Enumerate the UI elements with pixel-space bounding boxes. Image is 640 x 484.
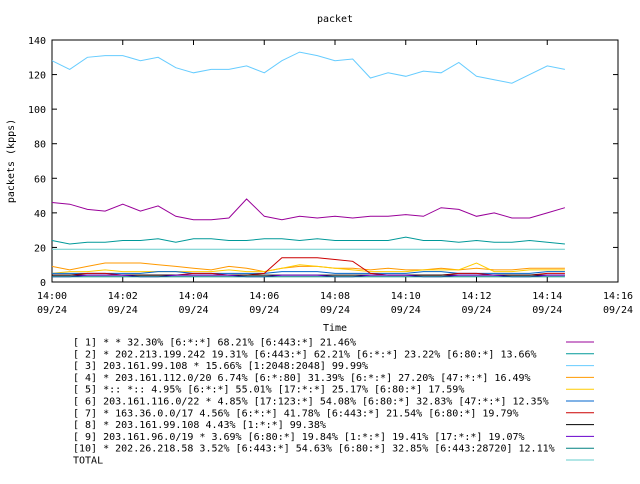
- x-tick-time-label: 14:16: [603, 291, 633, 302]
- x-tick-date-label: 09/24: [249, 305, 279, 316]
- legend-entry-label: [ 7] * 163.36.0.0/17 4.56% [6:*:*] 41.78…: [73, 408, 519, 419]
- x-tick-date-label: 09/24: [320, 305, 350, 316]
- y-tick-label: 120: [28, 71, 46, 82]
- x-tick-date-label: 09/24: [461, 305, 491, 316]
- x-tick-time-label: 14:14: [532, 291, 562, 302]
- legend-entry-label: [ 4] * 203.161.112.0/20 6.74% [6:*:80] 3…: [73, 373, 531, 384]
- x-tick-time-label: 14:02: [108, 291, 138, 302]
- legend-entry-label: [ 2] * 202.213.199.242 19.31% [6:443:*] …: [73, 349, 537, 360]
- y-tick-label: 100: [28, 105, 46, 116]
- x-tick-date-label: 09/24: [532, 305, 562, 316]
- x-tick-date-label: 09/24: [178, 305, 208, 316]
- x-tick-time-label: 14:06: [249, 291, 279, 302]
- x-tick-date-label: 09/24: [108, 305, 138, 316]
- y-axis-label: packets (kpps): [6, 119, 17, 203]
- x-axis-label: Time: [323, 323, 347, 334]
- x-tick-time-label: 14:00: [37, 291, 67, 302]
- legend-entry-label: [ 5] *:: *:: 4.95% [6:*:*] 55.01% [17:*:…: [73, 385, 464, 396]
- series-line-3: [51, 51, 565, 84]
- y-tick-label: 0: [40, 278, 46, 289]
- y-tick-label: 60: [34, 174, 46, 185]
- plot-frame: [51, 39, 619, 283]
- legend-entry-label: [10] * 202.26.218.58 3.52% [6:443:*] 54.…: [73, 444, 555, 455]
- series-line-4: [51, 262, 565, 273]
- x-tick-time-label: 14:08: [320, 291, 350, 302]
- legend-entry-label: [ 1] * * 32.30% [6:*:*] 68.21% [6:443:*]…: [73, 338, 356, 349]
- y-tick-label: 20: [34, 243, 46, 254]
- series-line-2: [51, 236, 565, 245]
- legend-entry-label: TOTAL: [73, 456, 103, 467]
- x-tick-time-label: 14:12: [461, 291, 491, 302]
- y-tick-label: 140: [28, 36, 46, 47]
- chart-title: packet: [317, 14, 353, 25]
- x-tick-date-label: 09/24: [391, 305, 421, 316]
- legend-entry-label: [ 3] 203.161.99.108 * 15.66% [1:2048:204…: [73, 361, 368, 372]
- series-layer: [51, 51, 566, 278]
- x-tick-date-label: 09/24: [37, 305, 67, 316]
- x-tick-time-label: 14:10: [391, 291, 421, 302]
- legend: [ 1] * * 32.30% [6:*:*] 68.21% [6:443:*]…: [73, 338, 594, 467]
- legend-entry-label: [ 8] * 203.161.99.108 4.43% [1:*:*] 99.3…: [73, 420, 326, 431]
- y-tick-label: 40: [34, 209, 46, 220]
- x-tick-time-label: 14:04: [178, 291, 208, 302]
- series-line-5: [51, 262, 565, 274]
- series-line-1: [51, 198, 566, 221]
- x-tick-date-label: 09/24: [603, 305, 633, 316]
- ticks-layer: 0 20 40 60 80 100 120 140 14:00 09/24 14:02 09/24 14…: [28, 36, 633, 316]
- legend-entry-label: [ 6] 203.161.116.0/22 * 4.85% [17:123:*]…: [73, 397, 549, 408]
- y-tick-label: 80: [34, 140, 46, 151]
- legend-entry-label: [ 9] 203.161.96.0/19 * 3.69% [6:80:*] 19…: [73, 432, 525, 443]
